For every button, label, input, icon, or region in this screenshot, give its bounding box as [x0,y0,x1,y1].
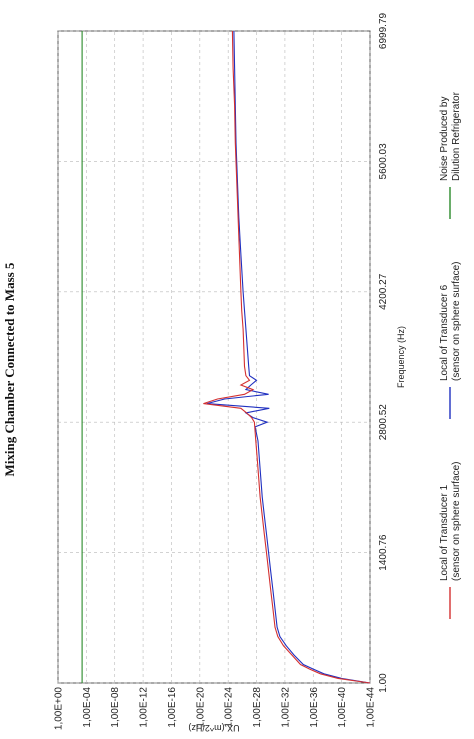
y-tick-label: 1,00E-28 [252,687,263,728]
y-tick-label: 1,00E+00 [54,687,65,731]
legend-label: Local of Transducer 1(sensor on sphere s… [439,461,462,581]
series-line [206,30,371,684]
x-tick-label: 6999.79 [378,12,389,49]
y-tick-label: 1,00E-08 [110,687,121,728]
legend-label: Local of Transducer 6(sensor on sphere s… [439,261,462,381]
plot-frame [57,30,371,684]
x-tick-label: 4200.27 [378,273,389,310]
x-tick-label: 5600.03 [378,143,389,180]
plot-area: 1,00E-44 1,00E-40 1,00E-36 1,00E-32 1,00E-28… [54,12,407,733]
y-tick-label: 1,00E-12 [139,687,150,728]
y-tick-label: 1,00E-16 [167,687,178,728]
x-tick-label: 1.00 [378,673,389,693]
y-tick-label: 1,00E-04 [82,687,93,728]
y-tick-label: 1,00E-24 [224,687,235,728]
legend-label: Noise Produced byDilution Refrigerator [439,91,462,181]
y-tick-label: 1,00E-20 [195,687,206,728]
x-tick-label: 1400.76 [378,534,389,571]
legend: Local of Transducer 1(sensor on sphere s… [439,91,462,619]
x-axis-label: Frequency (Hz) [396,326,406,388]
series-line [203,30,371,684]
chart-title: Mixing Chamber Connected to Mass 5 [2,262,17,476]
y-tick-label: 1,00E-44 [366,687,377,728]
y-tick-label: 1,00E-32 [280,687,291,728]
y-axis-label: UX (m^2/Hz) [188,723,239,733]
y-tick-label: 1,00E-40 [337,687,348,728]
y-tick-label: 1,00E-36 [309,687,320,728]
x-tick-label: 2800.52 [378,404,389,441]
